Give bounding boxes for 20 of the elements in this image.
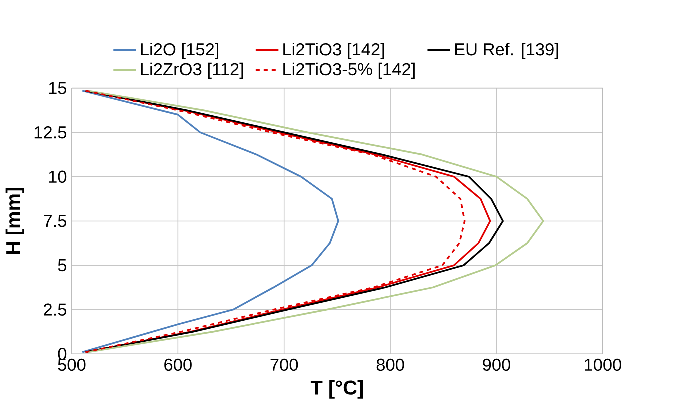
y-tick-label: 7.5 [44,215,67,228]
legend-label: Li2TiO3 [142] [284,43,384,60]
legend-label: Li2O [152] [141,43,218,60]
x-tick-label: 500 [58,358,86,372]
x-tick-label: 800 [376,358,404,372]
legend-label: Li2ZrO3 [112] [141,62,244,80]
x-axis-title: T [°C] [310,380,364,399]
y-tick-label: 10 [49,170,67,184]
x-tick-label: 900 [483,358,511,372]
y-tick-label: 2.5 [44,304,67,316]
legend-label: Li2TiO3-5% [142] [284,62,415,80]
y-tick-label: 12.5 [34,126,67,139]
y-tick-label: 5 [58,260,67,272]
x-tick-label: 1000 [585,358,622,372]
x-tick-label: 700 [270,358,298,372]
y-tick-label: 15 [49,82,67,94]
legend-label: EU Ref. [139] [455,43,558,60]
y-axis-title: H [mm] [6,188,24,254]
x-tick-label: 600 [164,358,192,372]
line-series [82,90,340,354]
